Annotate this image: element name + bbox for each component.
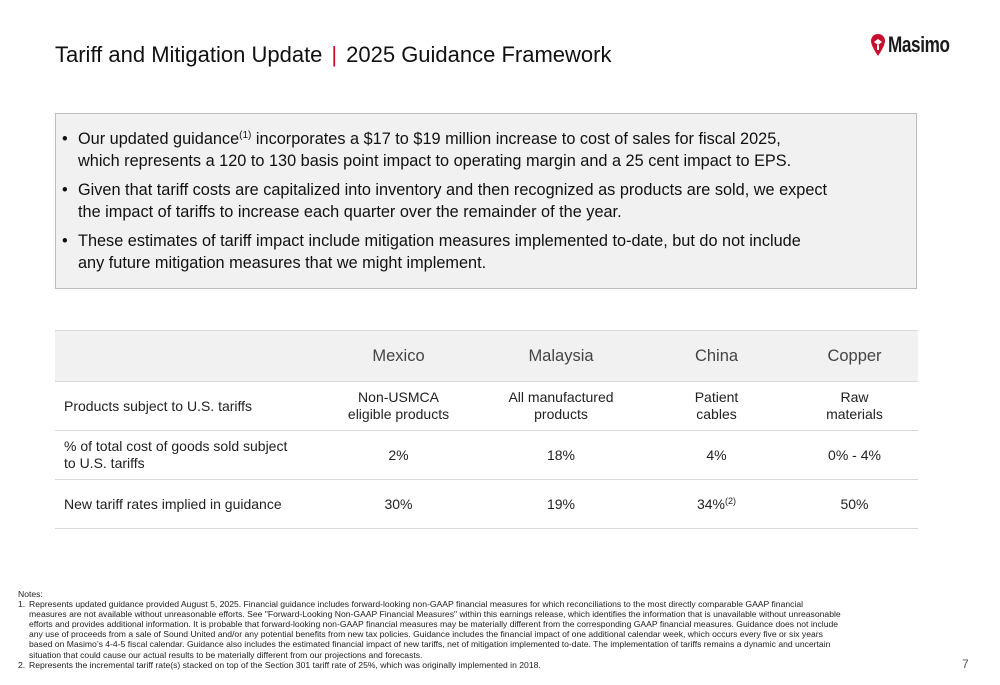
notes-heading: Notes: — [18, 589, 43, 599]
header-mexico: Mexico — [317, 330, 480, 382]
table-cell: 18% — [480, 430, 642, 480]
footnote-number: 2. — [18, 659, 26, 670]
bullet-glyph: • — [62, 181, 68, 199]
callout-bullet: • Given that tariff costs are capitalize… — [62, 181, 828, 221]
header-blank — [55, 330, 317, 382]
footnote-item: 2. Represents the incremental tariff rat… — [18, 660, 953, 670]
page-title: Tariff and Mitigation Update | 2025 Guidan… — [55, 42, 612, 68]
header-copper: Copper — [791, 330, 918, 382]
table-cell: 30% — [317, 479, 480, 529]
page-number: 7 — [962, 657, 969, 671]
table-cell: 34%(2) — [642, 479, 791, 529]
footnote-text: Represents the incremental tariff rate(s… — [29, 659, 541, 670]
bullet-glyph: • — [62, 130, 68, 148]
table-cell: All manufactured products — [480, 381, 642, 431]
footnote-number: 1. — [18, 599, 26, 610]
masimo-logo: Masimo — [870, 32, 967, 58]
table-cell: Raw materials — [791, 381, 918, 431]
table-cell: 50% — [791, 479, 918, 529]
table-cell: 0% - 4% — [791, 430, 918, 480]
footnotes: Notes: 1. Represents updated guidance pr… — [18, 589, 953, 670]
logo-text: Masimo — [888, 32, 950, 57]
footnote-text: Represents updated guidance provided Aug… — [29, 599, 841, 660]
footnote-item: 1. Represents updated guidance provided … — [18, 599, 953, 660]
table-row: Products subject to U.S. tariffs Non-USM… — [55, 381, 918, 431]
title-sub: 2025 Guidance Framework — [346, 42, 612, 67]
callout-bullet: • These estimates of tariff impact inclu… — [62, 232, 801, 272]
table-cell: Patient cables — [642, 381, 791, 431]
row-label: Products subject to U.S. tariffs — [55, 381, 317, 431]
bullet-glyph: • — [62, 232, 68, 250]
header-malaysia: Malaysia — [480, 330, 642, 382]
header-china: China — [642, 330, 791, 382]
summary-callout: • Our updated guidance(1) incorporates a… — [55, 113, 917, 289]
row-label: New tariff rates implied in guidance — [55, 479, 317, 529]
tariff-table: Mexico Malaysia China Copper Products su… — [55, 330, 918, 529]
callout-bullet: • Our updated guidance(1) incorporates a… — [62, 130, 792, 170]
table-row: New tariff rates implied in guidance 30%… — [55, 479, 918, 529]
footnote-ref: (1) — [239, 130, 252, 141]
table-row: % of total cost of goods sold subject to … — [55, 430, 918, 480]
masimo-mark-icon — [871, 34, 885, 56]
title-separator: | — [331, 42, 338, 67]
table-cell: 2% — [317, 430, 480, 480]
footnote-ref: (2) — [725, 495, 737, 506]
title-main: Tariff and Mitigation Update — [55, 42, 323, 67]
table-cell: 4% — [642, 430, 791, 480]
row-label: % of total cost of goods sold subject to … — [55, 430, 317, 480]
table-header-row: Mexico Malaysia China Copper — [55, 330, 918, 382]
table-cell: 19% — [480, 479, 642, 529]
table-cell: Non-USMCA eligible products — [317, 381, 480, 431]
